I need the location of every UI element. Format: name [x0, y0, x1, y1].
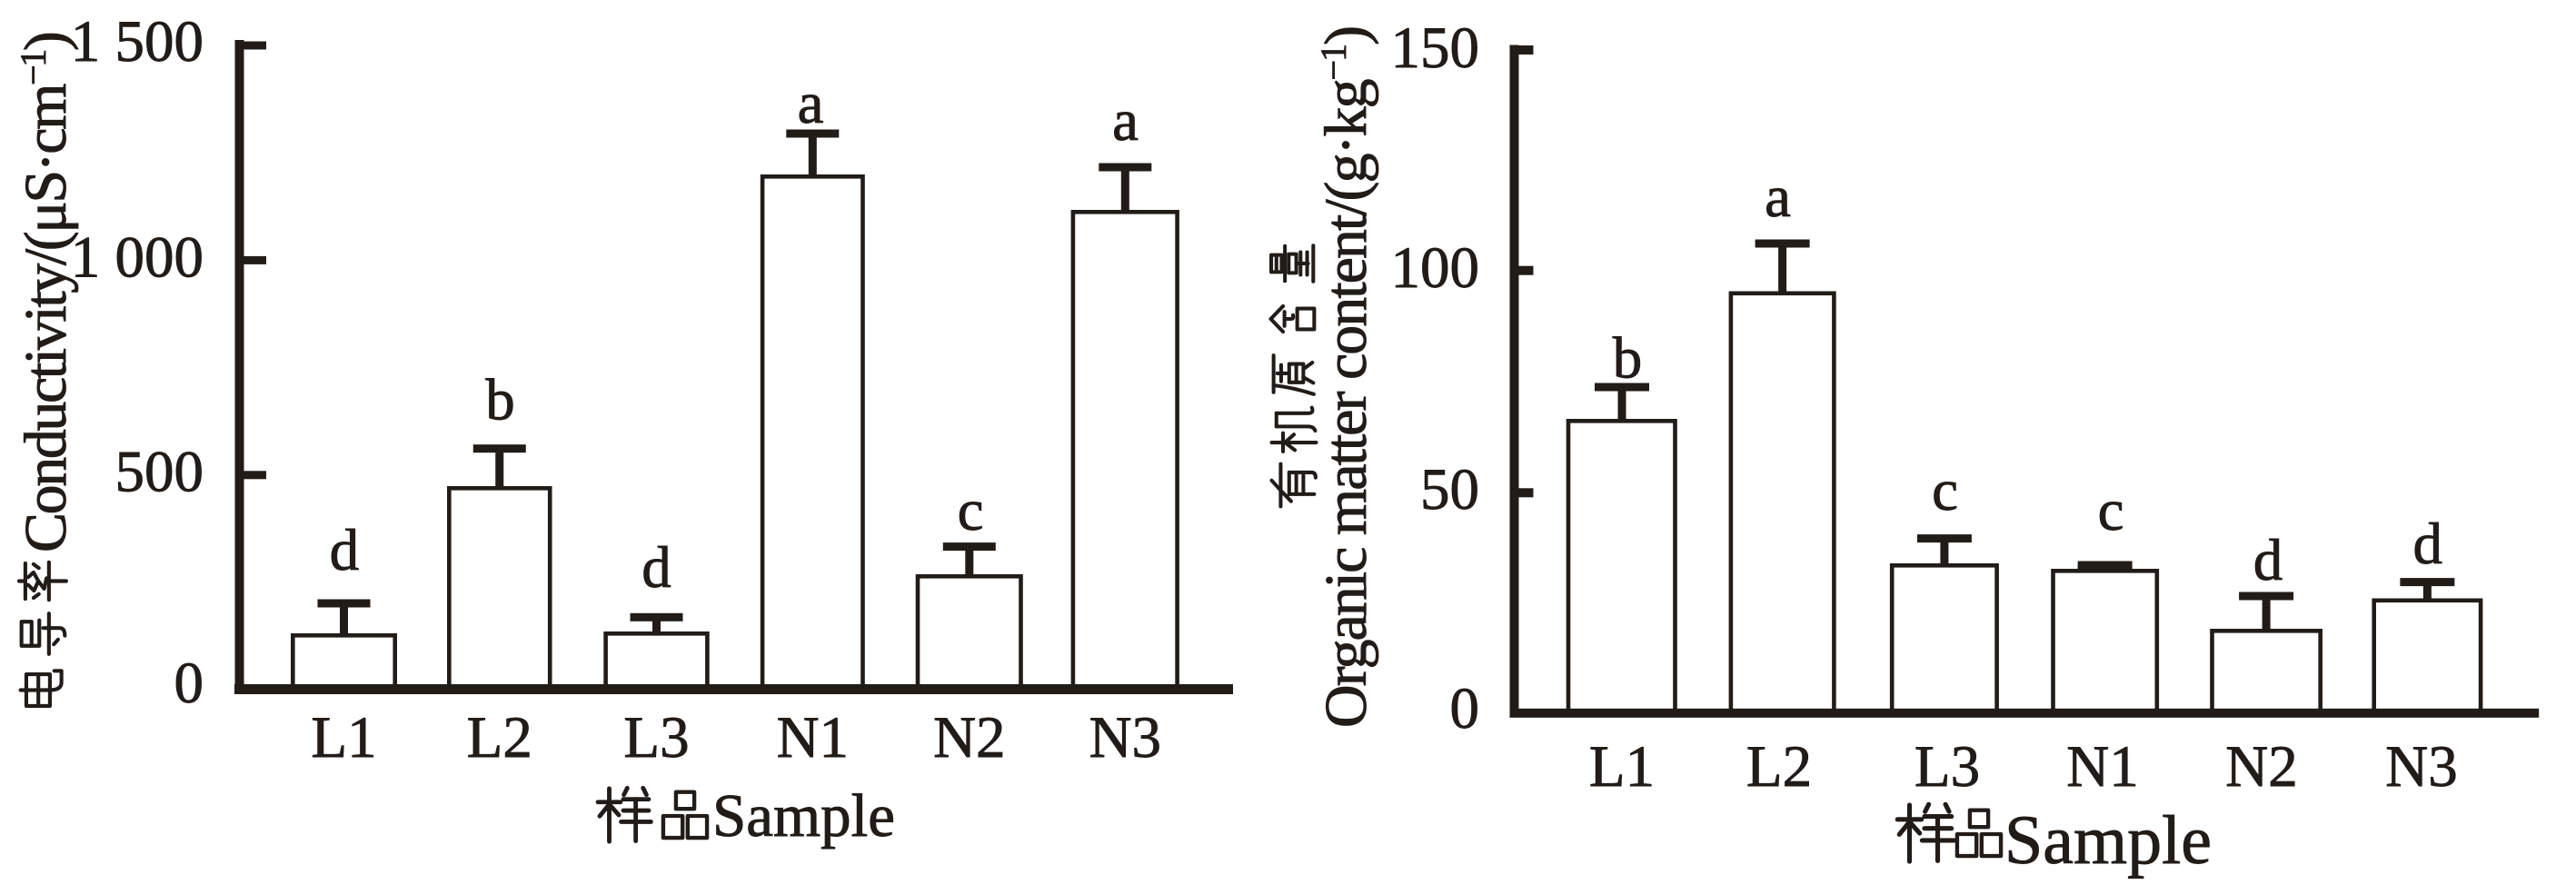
svg-text:500: 500 [115, 440, 204, 505]
svg-text:b: b [1613, 325, 1643, 391]
svg-text:L1: L1 [311, 705, 376, 771]
svg-text:50: 50 [1420, 457, 1479, 522]
svg-text:Organic matter content/(g·kg−1: Organic matter content/(g·kg−1) [1313, 27, 1379, 728]
svg-text:N1: N1 [2066, 734, 2138, 800]
svg-text:0: 0 [174, 651, 204, 716]
svg-text:N2: N2 [933, 705, 1005, 771]
svg-text:L1: L1 [1589, 734, 1655, 800]
svg-text:Conductivity/(μS·cm−1): Conductivity/(μS·cm−1) [13, 33, 79, 552]
svg-text:L2: L2 [467, 705, 532, 771]
svg-text:0: 0 [1450, 676, 1480, 741]
svg-text:c: c [958, 478, 984, 543]
svg-text:N3: N3 [2385, 734, 2457, 800]
svg-text:a: a [1765, 164, 1791, 230]
svg-text:d: d [2253, 528, 2283, 593]
svg-text:c: c [1932, 458, 1958, 523]
svg-text:d: d [642, 535, 671, 601]
svg-text:L2: L2 [1746, 734, 1812, 800]
svg-text:Sample: Sample [2004, 802, 2212, 879]
svg-text:Sample: Sample [712, 782, 895, 850]
svg-text:1 500: 1 500 [71, 9, 204, 75]
svg-text:b: b [485, 368, 515, 433]
svg-text:a: a [1112, 88, 1139, 154]
svg-text:L3: L3 [1915, 734, 1980, 800]
svg-text:a: a [798, 71, 824, 136]
svg-text:d: d [2413, 512, 2443, 577]
svg-text:1 000: 1 000 [71, 225, 204, 291]
svg-text:N2: N2 [2225, 734, 2297, 800]
svg-text:N1: N1 [777, 705, 849, 771]
svg-text:d: d [330, 518, 360, 583]
svg-text:L3: L3 [623, 705, 689, 771]
svg-text:100: 100 [1391, 235, 1480, 301]
svg-text:N3: N3 [1089, 705, 1161, 771]
svg-text:150: 150 [1391, 15, 1480, 81]
svg-text:c: c [2098, 478, 2124, 543]
